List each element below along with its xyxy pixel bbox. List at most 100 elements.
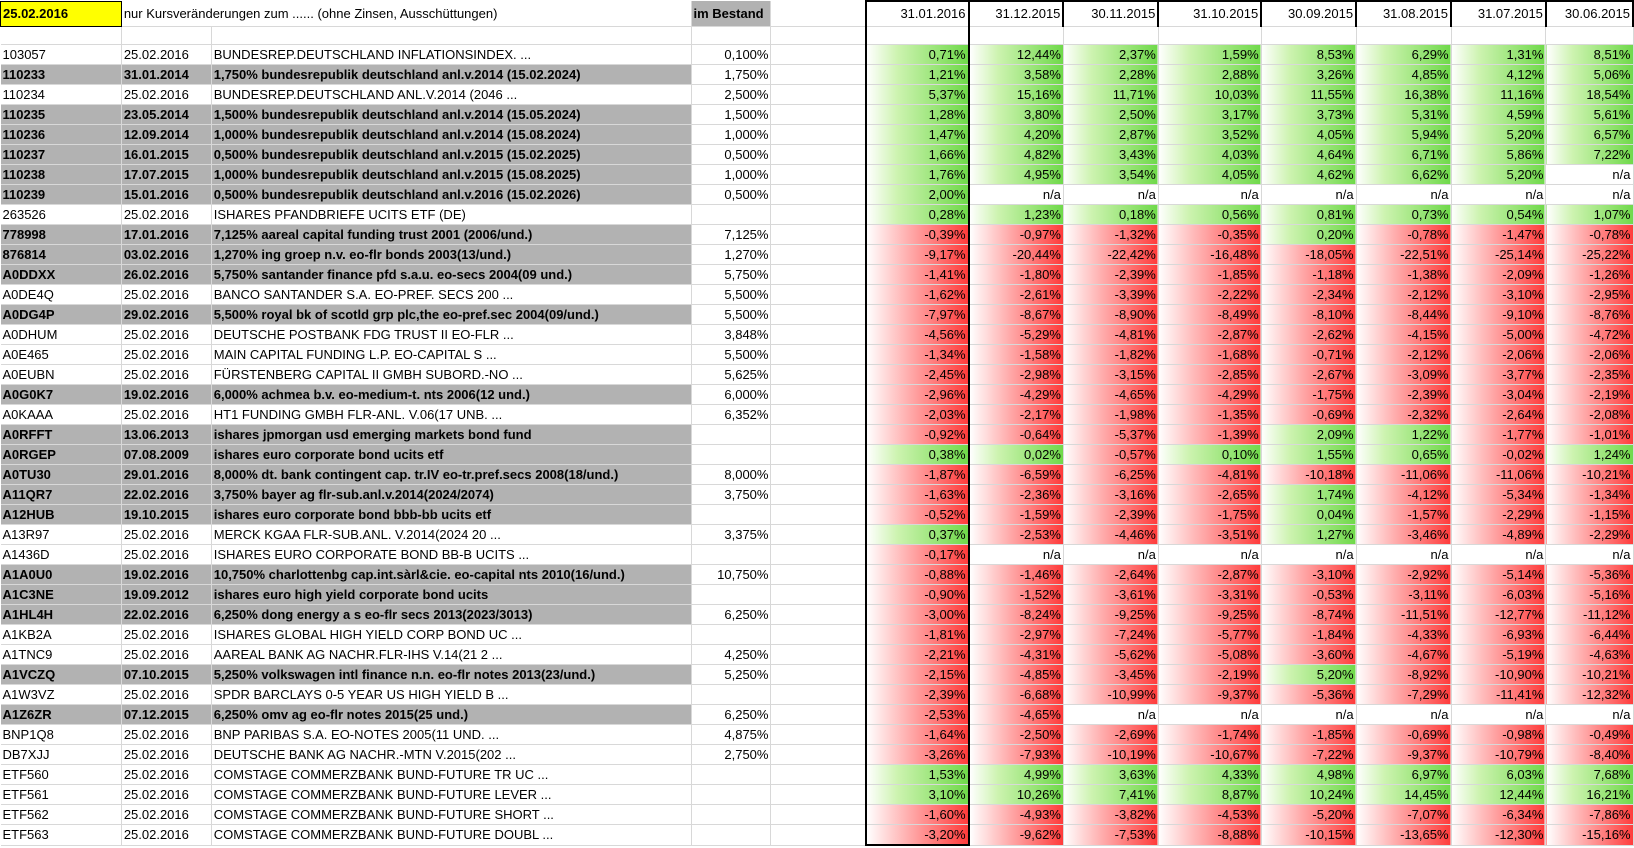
change-cell-4[interactable]: 5,20% xyxy=(1261,664,1357,685)
change-cell-5[interactable]: 6,71% xyxy=(1356,144,1452,165)
date-cell[interactable]: 19.02.2016 xyxy=(121,564,212,585)
name-cell[interactable]: 1,750% bundesrepublik deutschland anl.v.… xyxy=(211,64,692,85)
change-cell-0[interactable]: -2,53% xyxy=(864,704,970,725)
spacer-cell[interactable] xyxy=(770,284,867,305)
change-cell-7[interactable]: -2,19% xyxy=(1545,384,1634,405)
spacer-cell[interactable] xyxy=(770,524,867,545)
change-cell-4[interactable]: 1,27% xyxy=(1261,524,1357,545)
name-cell[interactable]: 5,500% royal bk of scotld grp plc,the eo… xyxy=(211,304,692,325)
date-cell[interactable]: 25.02.2016 xyxy=(121,804,212,825)
change-cell-1[interactable]: n/a xyxy=(968,544,1064,565)
change-cell-5[interactable]: -2,39% xyxy=(1356,384,1452,405)
change-cell-7[interactable]: -2,06% xyxy=(1545,344,1634,365)
change-cell-1[interactable]: -2,53% xyxy=(968,524,1064,545)
coupon-cell[interactable]: 10,750% xyxy=(691,564,772,585)
spacer-cell[interactable] xyxy=(770,324,867,345)
change-cell-2[interactable]: -2,39% xyxy=(1063,264,1159,285)
coupon-cell[interactable]: 7,125% xyxy=(691,224,772,245)
coupon-cell[interactable] xyxy=(691,204,772,225)
change-cell-3[interactable]: -8,88% xyxy=(1158,824,1262,846)
spacer-cell[interactable] xyxy=(770,364,867,385)
change-cell-6[interactable]: 4,59% xyxy=(1451,104,1547,125)
coupon-cell[interactable] xyxy=(691,544,772,565)
change-cell-2[interactable]: -3,61% xyxy=(1063,584,1159,605)
change-cell-0[interactable]: -0,39% xyxy=(864,224,970,245)
date-cell[interactable]: 25.02.2016 xyxy=(121,204,212,225)
coupon-cell[interactable]: 1,000% xyxy=(691,124,772,145)
name-cell[interactable]: MAIN CAPITAL FUNDING L.P. EO-CAPITAL S .… xyxy=(211,344,692,365)
change-cell-2[interactable]: 2,87% xyxy=(1063,124,1159,145)
period-header-0[interactable]: 31.01.2016 xyxy=(864,0,970,27)
name-cell[interactable]: 3,750% bayer ag flr-sub.anl.v.2014(2024/… xyxy=(211,484,692,505)
change-cell-2[interactable]: -3,16% xyxy=(1063,484,1159,505)
change-cell-7[interactable]: n/a xyxy=(1545,184,1634,205)
change-cell-3[interactable]: 8,87% xyxy=(1158,784,1262,805)
change-cell-1[interactable]: 4,82% xyxy=(968,144,1064,165)
change-cell-0[interactable]: -2,96% xyxy=(864,384,970,405)
change-cell-4[interactable]: -3,10% xyxy=(1261,564,1357,585)
name-cell[interactable]: BNP PARIBAS S.A. EO-NOTES 2005(11 UND. .… xyxy=(211,724,692,745)
change-cell-0[interactable]: 0,71% xyxy=(864,44,970,65)
spacer-cell[interactable] xyxy=(770,744,867,765)
change-cell-5[interactable]: -11,06% xyxy=(1356,464,1452,485)
change-cell-3[interactable]: -1,75% xyxy=(1158,504,1262,525)
name-cell[interactable]: ishares euro corporate bond bbb-bb ucits… xyxy=(211,504,692,525)
date-cell[interactable]: 25.02.2016 xyxy=(121,744,212,765)
change-cell-5[interactable]: -3,46% xyxy=(1356,524,1452,545)
change-cell-0[interactable]: -3,00% xyxy=(864,604,970,625)
date-cell[interactable]: 25.02.2016 xyxy=(121,544,212,565)
name-cell[interactable]: FÜRSTENBERG CAPITAL II GMBH SUBORD.-NO .… xyxy=(211,364,692,385)
period-header-7[interactable]: 30.06.2015 xyxy=(1545,0,1634,27)
change-cell-1[interactable]: 1,23% xyxy=(968,204,1064,225)
date-cell[interactable]: 07.08.2009 xyxy=(121,444,212,465)
date-cell[interactable]: 29.02.2016 xyxy=(121,304,212,325)
change-cell-6[interactable]: n/a xyxy=(1451,544,1547,565)
wkn-cell[interactable]: A1W3VZ xyxy=(0,684,122,705)
coupon-cell[interactable] xyxy=(691,444,772,465)
name-cell[interactable]: BANCO SANTANDER S.A. EO-PREF. SECS 200 .… xyxy=(211,284,692,305)
change-cell-1[interactable]: n/a xyxy=(968,184,1064,205)
change-cell-3[interactable]: -2,87% xyxy=(1158,564,1262,585)
coupon-cell[interactable] xyxy=(691,424,772,445)
report-date-cell[interactable]: 25.02.2016 xyxy=(0,0,122,27)
wkn-cell[interactable]: 110236 xyxy=(0,124,122,145)
change-cell-2[interactable]: -3,45% xyxy=(1063,664,1159,685)
change-cell-6[interactable]: 5,86% xyxy=(1451,144,1547,165)
change-cell-3[interactable]: -4,53% xyxy=(1158,804,1262,825)
change-cell-6[interactable]: -2,06% xyxy=(1451,344,1547,365)
change-cell-5[interactable]: -2,12% xyxy=(1356,284,1452,305)
change-cell-5[interactable]: -2,12% xyxy=(1356,344,1452,365)
coupon-cell[interactable] xyxy=(691,584,772,605)
wkn-cell[interactable]: BNP1Q8 xyxy=(0,724,122,745)
wkn-cell[interactable]: A0E465 xyxy=(0,344,122,365)
change-cell-7[interactable]: -8,76% xyxy=(1545,304,1634,325)
change-cell-0[interactable]: -2,45% xyxy=(864,364,970,385)
change-cell-1[interactable]: 15,16% xyxy=(968,84,1064,105)
date-cell[interactable]: 25.02.2016 xyxy=(121,644,212,665)
change-cell-1[interactable]: -2,17% xyxy=(968,404,1064,425)
change-cell-4[interactable]: 4,98% xyxy=(1261,764,1357,785)
change-cell-4[interactable]: 1,74% xyxy=(1261,484,1357,505)
change-cell-3[interactable]: 4,05% xyxy=(1158,164,1262,185)
change-cell-6[interactable]: -12,77% xyxy=(1451,604,1547,625)
wkn-cell[interactable]: A1VCZQ xyxy=(0,664,122,685)
spacer-cell[interactable] xyxy=(770,264,867,285)
period-header-5[interactable]: 31.08.2015 xyxy=(1356,0,1453,27)
change-cell-3[interactable]: 1,59% xyxy=(1158,44,1262,65)
wkn-cell[interactable]: ETF563 xyxy=(0,824,122,846)
change-cell-3[interactable]: -8,49% xyxy=(1158,304,1262,325)
change-cell-5[interactable]: -2,32% xyxy=(1356,404,1452,425)
change-cell-7[interactable]: -10,21% xyxy=(1545,464,1634,485)
coupon-cell[interactable]: 2,750% xyxy=(691,744,772,765)
change-cell-1[interactable]: -2,36% xyxy=(968,484,1064,505)
name-cell[interactable]: HT1 FUNDING GMBH FLR-ANL. V.06(17 UNB. .… xyxy=(211,404,692,425)
spacer-cell[interactable] xyxy=(770,664,867,685)
change-cell-1[interactable]: -6,68% xyxy=(968,684,1064,705)
empty-cell[interactable] xyxy=(1261,26,1357,45)
name-cell[interactable]: COMSTAGE COMMERZBANK BUND-FUTURE LEVER .… xyxy=(211,784,692,805)
change-cell-2[interactable]: n/a xyxy=(1063,184,1159,205)
change-cell-7[interactable]: -2,29% xyxy=(1545,524,1634,545)
wkn-cell[interactable]: A1436D xyxy=(0,544,122,565)
change-cell-3[interactable]: -3,31% xyxy=(1158,584,1262,605)
change-cell-7[interactable]: -6,44% xyxy=(1545,624,1634,645)
